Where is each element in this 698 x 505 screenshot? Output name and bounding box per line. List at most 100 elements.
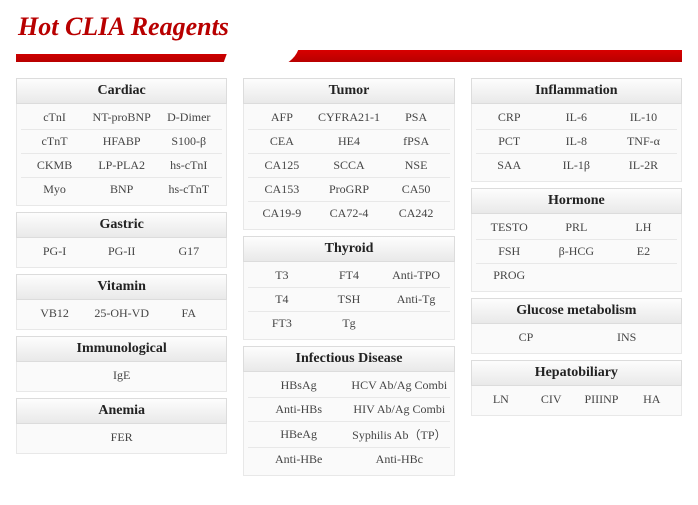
reagent-cell: CA153 bbox=[248, 178, 315, 202]
category-body: T3FT4Anti-TPOT4TSHAnti-TgFT3Tg bbox=[243, 262, 454, 340]
reagent-cell: NSE bbox=[383, 154, 450, 178]
reagent-cell: FER bbox=[88, 426, 155, 449]
reagent-cell: LP-PLA2 bbox=[88, 154, 155, 178]
reagent-cell: Anti-HBe bbox=[248, 448, 349, 472]
reagent-cell: TNF-α bbox=[610, 130, 677, 154]
reagent-cell: SCCA bbox=[315, 154, 382, 178]
reagent-cell: PIIINP bbox=[576, 388, 626, 411]
reagent-cell: SAA bbox=[476, 154, 543, 178]
table-row: Anti-HBsHIV Ab/Ag Combi bbox=[248, 398, 449, 422]
reagent-cell: Myo bbox=[21, 178, 88, 202]
category-header: Hepatobiliary bbox=[471, 360, 682, 386]
reagent-cell: G17 bbox=[155, 240, 222, 263]
table-row: FER bbox=[21, 426, 222, 449]
reagent-cell: 25-OH-VD bbox=[88, 302, 155, 325]
reagent-table: FER bbox=[21, 426, 222, 449]
table-row: TESTOPRLLH bbox=[476, 216, 677, 240]
category-body: AFPCYFRA21-1PSACEAHE4fPSACA125SCCANSECA1… bbox=[243, 104, 454, 230]
reagent-cell: IgE bbox=[88, 364, 155, 387]
reagent-cell bbox=[155, 426, 222, 449]
title-bar: Hot CLIA Reagents bbox=[16, 12, 682, 62]
reagent-cell: ProGRP bbox=[315, 178, 382, 202]
reagent-table: VB1225-OH-VDFA bbox=[21, 302, 222, 325]
columns-container: CardiaccTnINT-proBNPD-DimercTnTHFABPS100… bbox=[16, 78, 682, 476]
reagent-cell: PRL bbox=[543, 216, 610, 240]
reagent-cell: CRP bbox=[476, 106, 543, 130]
reagent-cell: β-HCG bbox=[543, 240, 610, 264]
table-row: T4TSHAnti-Tg bbox=[248, 288, 449, 312]
reagent-cell bbox=[155, 364, 222, 387]
reagent-cell: VB12 bbox=[21, 302, 88, 325]
reagent-table: LNCIVPIIINPHA bbox=[476, 388, 677, 411]
reagent-cell: TSH bbox=[315, 288, 382, 312]
category-body: CRPIL-6IL-10PCTIL-8TNF-αSAAIL-1βIL-2R bbox=[471, 104, 682, 182]
reagent-table: PG-IPG-IIG17 bbox=[21, 240, 222, 263]
reagent-cell: fPSA bbox=[383, 130, 450, 154]
table-row: T3FT4Anti-TPO bbox=[248, 264, 449, 288]
table-row: AFPCYFRA21-1PSA bbox=[248, 106, 449, 130]
table-row: PROG bbox=[476, 264, 677, 288]
table-row: CA153ProGRPCA50 bbox=[248, 178, 449, 202]
reagent-cell: PCT bbox=[476, 130, 543, 154]
reagent-table: TESTOPRLLHFSHβ-HCGE2PROG bbox=[476, 216, 677, 287]
table-row: FT3Tg bbox=[248, 312, 449, 336]
reagent-cell: HBsAg bbox=[248, 374, 349, 398]
category-body: cTnINT-proBNPD-DimercTnTHFABPS100-βCKMBL… bbox=[16, 104, 227, 206]
reagent-cell: CA19-9 bbox=[248, 202, 315, 226]
reagent-cell: Anti-HBs bbox=[248, 398, 349, 422]
category-body: PG-IPG-IIG17 bbox=[16, 238, 227, 268]
reagent-table: CPINS bbox=[476, 326, 677, 349]
reagent-table: cTnINT-proBNPD-DimercTnTHFABPS100-βCKMBL… bbox=[21, 106, 222, 201]
category-body: VB1225-OH-VDFA bbox=[16, 300, 227, 330]
table-row: MyoBNPhs-cTnT bbox=[21, 178, 222, 202]
category-header: Infectious Disease bbox=[243, 346, 454, 372]
category-header: Thyroid bbox=[243, 236, 454, 262]
reagent-cell: E2 bbox=[610, 240, 677, 264]
reagent-cell: INS bbox=[576, 326, 677, 349]
category-body: HBsAgHCV Ab/Ag CombiAnti-HBsHIV Ab/Ag Co… bbox=[243, 372, 454, 476]
category-body: LNCIVPIIINPHA bbox=[471, 386, 682, 416]
table-row: cTnTHFABPS100-β bbox=[21, 130, 222, 154]
reagent-cell: T3 bbox=[248, 264, 315, 288]
reagent-cell: cTnT bbox=[21, 130, 88, 154]
table-row: VB1225-OH-VDFA bbox=[21, 302, 222, 325]
reagent-cell bbox=[543, 264, 610, 288]
reagent-cell: FT4 bbox=[315, 264, 382, 288]
reagent-cell: PG-I bbox=[21, 240, 88, 263]
category-body: FER bbox=[16, 424, 227, 454]
reagent-table: AFPCYFRA21-1PSACEAHE4fPSACA125SCCANSECA1… bbox=[248, 106, 449, 225]
reagent-cell: HFABP bbox=[88, 130, 155, 154]
reagent-cell: CP bbox=[476, 326, 577, 349]
reagent-cell: LH bbox=[610, 216, 677, 240]
reagent-cell bbox=[21, 426, 88, 449]
reagent-cell: CYFRA21-1 bbox=[315, 106, 382, 130]
table-row: Anti-HBeAnti-HBc bbox=[248, 448, 449, 472]
reagent-cell: hs-cTnI bbox=[155, 154, 222, 178]
category-header: Tumor bbox=[243, 78, 454, 104]
reagent-cell: CEA bbox=[248, 130, 315, 154]
table-row: LNCIVPIIINPHA bbox=[476, 388, 677, 411]
table-row: cTnINT-proBNPD-Dimer bbox=[21, 106, 222, 130]
reagent-cell bbox=[383, 312, 450, 336]
reagent-cell: TESTO bbox=[476, 216, 543, 240]
table-row: HBsAgHCV Ab/Ag Combi bbox=[248, 374, 449, 398]
reagent-cell: HIV Ab/Ag Combi bbox=[349, 398, 450, 422]
table-row: IgE bbox=[21, 364, 222, 387]
reagent-cell: CA72-4 bbox=[315, 202, 382, 226]
reagent-cell: FSH bbox=[476, 240, 543, 264]
reagent-cell: HBeAg bbox=[248, 422, 349, 448]
reagent-cell: HCV Ab/Ag Combi bbox=[349, 374, 450, 398]
reagent-cell: Syphilis Ab（TP） bbox=[349, 422, 450, 448]
reagent-cell: hs-cTnT bbox=[155, 178, 222, 202]
reagent-cell: HA bbox=[627, 388, 677, 411]
reagent-cell: HE4 bbox=[315, 130, 382, 154]
table-row: SAAIL-1βIL-2R bbox=[476, 154, 677, 178]
table-row: PG-IPG-IIG17 bbox=[21, 240, 222, 263]
category-header: Immunological bbox=[16, 336, 227, 362]
reagent-table: HBsAgHCV Ab/Ag CombiAnti-HBsHIV Ab/Ag Co… bbox=[248, 374, 449, 471]
category-header: Hormone bbox=[471, 188, 682, 214]
category-header: Anemia bbox=[16, 398, 227, 424]
reagent-cell: CA242 bbox=[383, 202, 450, 226]
reagent-cell: IL-2R bbox=[610, 154, 677, 178]
reagent-cell: IL-10 bbox=[610, 106, 677, 130]
